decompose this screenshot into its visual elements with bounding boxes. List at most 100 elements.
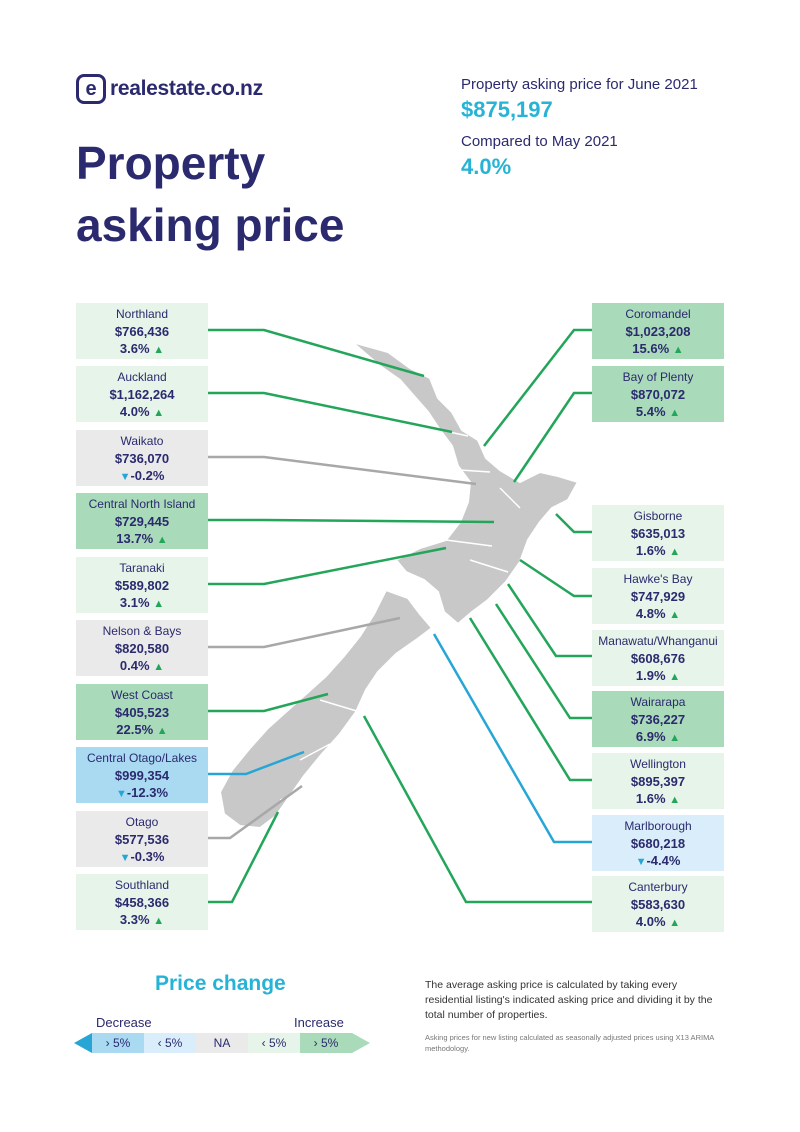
region-card-central-north-island: Central North Island $729,445 13.7% ▲ bbox=[76, 493, 208, 549]
connector-wellington bbox=[468, 617, 592, 782]
triangle-up-icon: ▲ bbox=[153, 344, 165, 356]
region-name: Otago bbox=[125, 815, 159, 829]
region-card-northland: Northland $766,436 3.6% ▲ bbox=[76, 303, 208, 359]
region-name: Wellington bbox=[630, 757, 686, 771]
region-price: $577,536 bbox=[114, 832, 170, 847]
region-card-canterbury: Canterbury $583,630 4.0% ▲ bbox=[592, 876, 724, 932]
region-card-hawkes-bay: Hawke's Bay $747,929 4.8% ▲ bbox=[592, 568, 724, 624]
triangle-up-icon: ▲ bbox=[153, 598, 165, 610]
region-name: Southland bbox=[114, 878, 170, 892]
region-change: 0.4% ▲ bbox=[119, 658, 165, 673]
triangle-down-icon: ▼ bbox=[635, 856, 647, 868]
triangle-up-icon: ▲ bbox=[669, 671, 681, 683]
arrow-right-icon bbox=[352, 1033, 370, 1053]
south-island-shape bbox=[218, 588, 434, 830]
triangle-up-icon: ▲ bbox=[153, 661, 165, 673]
triangle-up-icon: ▲ bbox=[153, 915, 165, 927]
region-change: 1.6% ▲ bbox=[635, 791, 681, 806]
region-price: $747,929 bbox=[630, 589, 686, 604]
region-name: Hawke's Bay bbox=[623, 572, 693, 586]
region-name: Waikato bbox=[120, 434, 164, 448]
region-name: Taranaki bbox=[119, 561, 165, 575]
region-card-otago: Otago $577,536 ▼-0.3% bbox=[76, 811, 208, 867]
region-change: 5.4% ▲ bbox=[635, 404, 681, 419]
region-price: $635,013 bbox=[630, 526, 686, 541]
legend-segment-decrease-large: › 5% bbox=[92, 1033, 144, 1053]
region-price: $583,630 bbox=[630, 897, 686, 912]
connector-bay-of-plenty bbox=[512, 391, 592, 483]
region-name: Manawatu/Whanganui bbox=[598, 634, 718, 648]
region-change: ▼-4.4% bbox=[635, 853, 681, 868]
region-card-manawatu-whanganui: Manawatu/Whanganui $608,676 1.9% ▲ bbox=[592, 630, 724, 686]
title-line-1: Property bbox=[76, 137, 266, 189]
region-price: $870,072 bbox=[630, 387, 686, 402]
brand-logo[interactable]: e realestate.co.nz bbox=[76, 74, 263, 104]
triangle-up-icon: ▲ bbox=[669, 609, 681, 621]
methodology-footnote: Asking prices for new listing calculated… bbox=[425, 1033, 714, 1053]
region-price: $589,802 bbox=[114, 578, 170, 593]
connector-auckland bbox=[208, 391, 453, 434]
connectors-left bbox=[208, 328, 495, 904]
triangle-up-icon: ▲ bbox=[669, 732, 681, 744]
region-change: ▼-0.3% bbox=[119, 849, 165, 864]
connector-wairarapa bbox=[494, 603, 592, 720]
region-price: $680,218 bbox=[630, 836, 686, 851]
region-name: Bay of Plenty bbox=[622, 370, 694, 384]
legend-decrease-label: Decrease bbox=[96, 1015, 152, 1030]
region-change: 3.1% ▲ bbox=[119, 595, 165, 610]
logo-mark-icon: e bbox=[76, 74, 106, 104]
region-price: $820,580 bbox=[114, 641, 170, 656]
region-card-bay-of-plenty: Bay of Plenty $870,072 5.4% ▲ bbox=[592, 366, 724, 422]
legend-segment-increase-large: › 5% bbox=[300, 1033, 352, 1053]
region-name: Coromandel bbox=[625, 307, 691, 321]
north-island-shape bbox=[351, 341, 580, 626]
region-change: 6.9% ▲ bbox=[635, 729, 681, 744]
region-price: $736,070 bbox=[114, 451, 170, 466]
connector-otago bbox=[208, 784, 303, 840]
region-price: $999,354 bbox=[114, 768, 170, 783]
region-name: Central Otago/Lakes bbox=[86, 751, 198, 765]
connector-canterbury bbox=[362, 715, 592, 904]
region-card-west-coast: West Coast $405,523 22.5% ▲ bbox=[76, 684, 208, 740]
brand-name: realestate.co.nz bbox=[110, 77, 263, 100]
region-price: $736,227 bbox=[630, 712, 686, 727]
region-price: $1,162,264 bbox=[109, 387, 175, 402]
connector-west-coast bbox=[208, 692, 329, 713]
legend-title: Price change bbox=[155, 972, 286, 995]
summary-label-compared: Compared to May 2021 bbox=[461, 133, 618, 150]
connector-coromandel bbox=[483, 328, 592, 447]
region-card-wairarapa: Wairarapa $736,227 6.9% ▲ bbox=[592, 691, 724, 747]
region-name: Northland bbox=[115, 307, 169, 321]
region-name: West Coast bbox=[111, 688, 173, 702]
connector-taranaki bbox=[208, 546, 447, 586]
summary-label-june: Property asking price for June 2021 bbox=[461, 76, 698, 93]
triangle-down-icon: ▼ bbox=[115, 788, 127, 800]
region-price: $1,023,208 bbox=[625, 324, 691, 339]
page-title: Property asking price bbox=[76, 132, 416, 256]
region-card-wellington: Wellington $895,397 1.6% ▲ bbox=[592, 753, 724, 809]
arrow-left-icon bbox=[74, 1033, 92, 1053]
region-change: 4.0% ▲ bbox=[119, 404, 165, 419]
legend-segment-na: NA bbox=[196, 1033, 248, 1053]
region-card-nelson-bays: Nelson & Bays $820,580 0.4% ▲ bbox=[76, 620, 208, 676]
triangle-up-icon: ▲ bbox=[672, 344, 684, 356]
region-name: Wairarapa bbox=[630, 695, 686, 709]
triangle-up-icon: ▲ bbox=[669, 794, 681, 806]
legend-segment-increase-small: ‹ 5% bbox=[248, 1033, 300, 1053]
connector-waikato bbox=[208, 455, 477, 486]
summary-panel: Property asking price for June 2021 $875… bbox=[461, 76, 761, 190]
region-price: $458,366 bbox=[114, 895, 170, 910]
summary-value-change: 4.0% bbox=[461, 154, 512, 179]
triangle-up-icon: ▲ bbox=[153, 407, 165, 419]
region-card-coromandel: Coromandel $1,023,208 15.6% ▲ bbox=[592, 303, 724, 359]
legend-increase-label: Increase bbox=[294, 1015, 344, 1030]
connector-central-north-island bbox=[208, 518, 495, 524]
legend-bar: › 5% ‹ 5% NA ‹ 5% › 5% bbox=[74, 1033, 370, 1053]
triangle-up-icon: ▲ bbox=[156, 725, 168, 737]
legend-segment-decrease-small: ‹ 5% bbox=[144, 1033, 196, 1053]
region-card-auckland: Auckland $1,162,264 4.0% ▲ bbox=[76, 366, 208, 422]
region-price: $729,445 bbox=[114, 514, 170, 529]
methodology-note: The average asking price is calculated b… bbox=[425, 979, 713, 1021]
region-change: 22.5% ▲ bbox=[116, 722, 168, 737]
triangle-up-icon: ▲ bbox=[156, 534, 168, 546]
